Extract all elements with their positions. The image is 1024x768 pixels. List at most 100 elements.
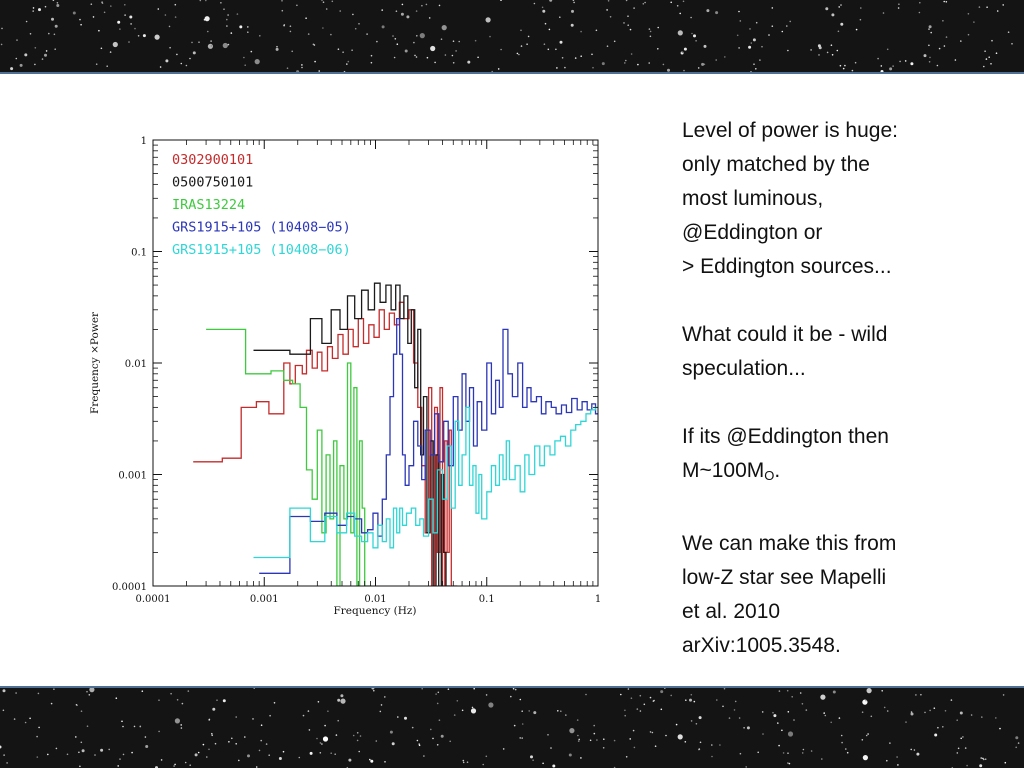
star — [757, 751, 759, 754]
star — [793, 719, 795, 721]
star — [78, 751, 80, 754]
star — [675, 723, 678, 726]
star — [141, 690, 144, 692]
star — [547, 48, 550, 51]
star — [950, 699, 953, 701]
star — [80, 710, 83, 712]
star — [354, 27, 357, 30]
star — [184, 761, 187, 764]
star — [821, 758, 823, 760]
star — [347, 60, 350, 63]
star — [47, 753, 49, 756]
star — [865, 699, 867, 702]
star — [624, 62, 626, 64]
star — [51, 17, 54, 21]
star — [886, 710, 889, 712]
star — [154, 34, 160, 40]
star — [624, 714, 626, 717]
star — [430, 45, 436, 52]
star — [910, 711, 913, 713]
star — [633, 7, 635, 9]
star — [485, 755, 488, 758]
star — [802, 748, 805, 751]
star — [428, 17, 431, 19]
star — [593, 732, 596, 735]
star — [187, 690, 190, 692]
star — [92, 16, 95, 18]
star — [924, 711, 926, 714]
star — [44, 5, 47, 8]
star — [883, 706, 886, 709]
star — [0, 43, 3, 46]
star — [954, 59, 957, 61]
star — [928, 28, 930, 30]
star — [334, 753, 337, 755]
star — [24, 721, 27, 724]
star — [296, 4, 298, 7]
star — [682, 0, 685, 3]
star — [860, 7, 862, 9]
star — [227, 43, 230, 46]
legend-entry-2: 0500750101 — [172, 175, 253, 191]
star — [244, 64, 246, 66]
star — [436, 702, 439, 705]
star — [738, 717, 741, 719]
star — [572, 0, 575, 1]
star — [580, 757, 582, 759]
star — [970, 714, 973, 716]
star — [607, 0, 610, 2]
star — [435, 693, 437, 695]
note-paragraph-mass: If its @Eddington then M~100MO. — [682, 420, 972, 493]
star — [823, 712, 825, 714]
star — [415, 10, 418, 12]
star — [574, 57, 577, 59]
star — [259, 35, 261, 37]
series-layer — [193, 282, 598, 586]
star — [53, 688, 55, 690]
star — [366, 33, 368, 35]
star — [995, 717, 997, 719]
star — [736, 34, 739, 37]
star — [170, 692, 172, 695]
star — [620, 693, 622, 696]
star — [892, 65, 894, 67]
star — [210, 45, 213, 47]
star — [759, 59, 761, 61]
star — [979, 764, 983, 768]
star — [715, 11, 719, 15]
star — [440, 38, 443, 40]
star — [415, 56, 418, 58]
star — [38, 726, 40, 729]
star — [211, 732, 213, 735]
star — [394, 38, 397, 40]
reference-link[interactable]: arXiv:1005.3548. — [682, 634, 841, 657]
star — [542, 762, 544, 765]
star — [830, 44, 833, 46]
star — [216, 699, 218, 701]
star — [810, 750, 813, 752]
star — [854, 61, 857, 64]
star — [519, 737, 521, 739]
star — [778, 690, 781, 692]
star — [637, 63, 639, 66]
star — [670, 1, 672, 4]
star — [722, 705, 724, 708]
star — [861, 739, 864, 741]
star — [755, 21, 758, 24]
star — [544, 22, 547, 25]
star — [933, 707, 936, 709]
star — [929, 56, 931, 59]
star — [421, 4, 423, 7]
star — [52, 0, 55, 1]
star — [639, 694, 642, 697]
star — [991, 39, 993, 42]
star — [762, 733, 764, 735]
star — [314, 60, 316, 63]
star — [877, 57, 879, 60]
star — [750, 42, 753, 44]
star — [624, 709, 626, 712]
star — [414, 54, 416, 57]
star — [228, 741, 230, 743]
star — [585, 693, 587, 696]
star — [411, 726, 414, 729]
